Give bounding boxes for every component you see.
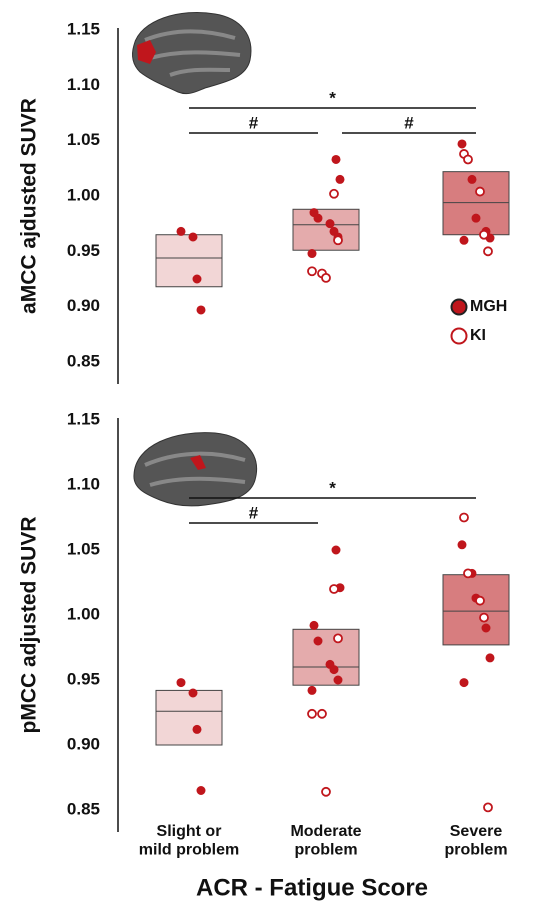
data-point (197, 306, 205, 314)
data-point (332, 546, 340, 554)
data-point (193, 275, 201, 283)
legend-marker (452, 300, 467, 315)
data-point (334, 236, 342, 244)
y-axis-label: pMCC adjusted SUVR (18, 516, 41, 733)
data-point (480, 614, 488, 622)
data-point (332, 155, 340, 163)
data-point (482, 624, 490, 632)
box (293, 629, 359, 685)
significance-label: # (249, 113, 259, 132)
y-tick-label: 0.85 (67, 799, 100, 818)
data-point (458, 541, 466, 549)
data-point (472, 214, 480, 222)
y-tick-label: 1.10 (67, 75, 100, 94)
data-point (322, 274, 330, 282)
significance-label: * (329, 478, 336, 497)
data-point (334, 676, 342, 684)
data-point (476, 597, 484, 605)
legend-label: KI (470, 327, 486, 344)
y-tick-label: 1.15 (67, 409, 100, 428)
data-point (177, 227, 185, 235)
data-point (464, 569, 472, 577)
data-point (177, 679, 185, 687)
data-point (308, 267, 316, 275)
y-tick-label: 0.90 (67, 296, 100, 315)
y-tick-label: 1.10 (67, 474, 100, 493)
box (156, 690, 222, 745)
data-point (330, 190, 338, 198)
data-point (460, 236, 468, 244)
data-point (326, 220, 334, 228)
box (443, 575, 509, 645)
y-axis-label: aMCC ajdusted SUVR (18, 98, 41, 314)
data-point (310, 621, 318, 629)
data-point (486, 654, 494, 662)
data-point (193, 725, 201, 733)
legend-label: MGH (470, 298, 507, 315)
data-point (336, 175, 344, 183)
data-point (318, 710, 326, 718)
box (293, 209, 359, 250)
y-tick-label: 1.05 (67, 539, 100, 558)
data-point (197, 787, 205, 795)
data-point (189, 233, 197, 241)
figure: aMCC ajdusted SUVR 0.85 0.90 0.95 1.00 1.05 1.… (0, 0, 544, 903)
data-point (460, 679, 468, 687)
y-tick-label: 0.90 (67, 734, 100, 753)
data-point (322, 788, 330, 796)
x-axis-label: ACR - Fatigue Score (196, 874, 428, 901)
significance-label: # (404, 113, 414, 132)
data-point (308, 686, 316, 694)
data-point (458, 140, 466, 148)
significance-label: # (249, 503, 259, 522)
data-point (464, 155, 472, 163)
data-point (314, 214, 322, 222)
data-point (189, 689, 197, 697)
y-tick-label: 0.85 (67, 351, 100, 370)
brain-icon-bottom (134, 433, 257, 506)
legend-marker (452, 329, 467, 344)
y-tick-label: 0.95 (67, 669, 100, 688)
data-point (308, 710, 316, 718)
box (156, 235, 222, 287)
data-point (484, 247, 492, 255)
data-point (468, 175, 476, 183)
data-point (484, 803, 492, 811)
data-point (460, 514, 468, 522)
y-tick-label: 1.15 (67, 19, 100, 38)
y-tick-label: 0.95 (67, 241, 100, 260)
data-point (330, 585, 338, 593)
significance-label: * (329, 88, 336, 107)
data-point (476, 188, 484, 196)
data-point (314, 637, 322, 645)
y-tick-label: 1.05 (67, 130, 100, 149)
data-point (334, 634, 342, 642)
data-point (308, 250, 316, 258)
y-tick-label: 1.00 (67, 185, 100, 204)
data-point (330, 666, 338, 674)
data-point (480, 231, 488, 239)
brain-icon-top (132, 12, 251, 93)
y-tick-label: 1.00 (67, 604, 100, 623)
